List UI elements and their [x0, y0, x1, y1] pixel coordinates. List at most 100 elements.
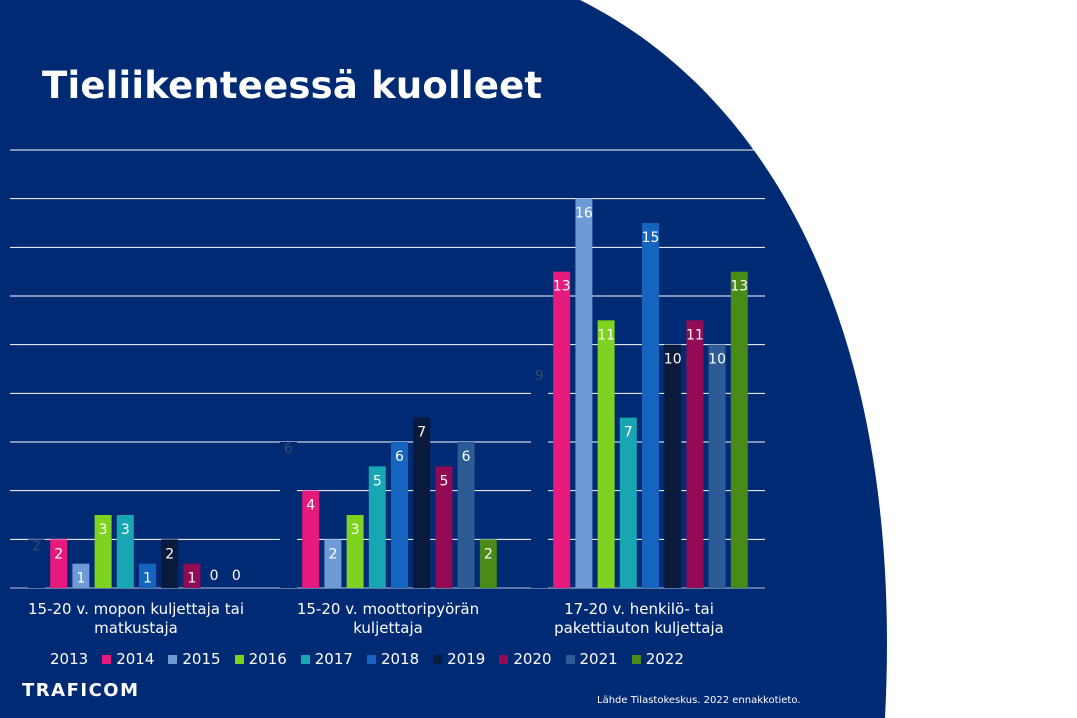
legend-item: 2020 — [499, 650, 552, 668]
bar — [435, 466, 453, 588]
legend-label: 2016 — [248, 650, 287, 668]
bar — [642, 223, 659, 588]
data-label: 7 — [417, 425, 426, 441]
bar — [619, 417, 637, 588]
data-label: 3 — [99, 522, 108, 538]
legend-label: 2015 — [182, 650, 221, 668]
bar — [183, 563, 201, 588]
legend-swatch — [631, 654, 641, 664]
legend-item: 2016 — [234, 650, 287, 668]
bar — [94, 515, 112, 588]
bar — [368, 466, 386, 588]
category-label-line: 15-20 v. moottoripyörän — [296, 600, 480, 618]
legend-swatch — [234, 654, 244, 664]
bar — [575, 198, 593, 588]
legend-item: 2018 — [366, 650, 420, 668]
bar — [730, 271, 748, 588]
data-label: 13 — [553, 279, 571, 295]
category-label-line: kuljettaja — [353, 619, 423, 637]
bar — [302, 490, 320, 588]
bar — [686, 320, 704, 588]
data-label: 2 — [484, 546, 493, 562]
legend-item: 2021 — [565, 650, 618, 668]
traficom-logo: TRAFICOM — [22, 680, 140, 701]
legend-item: 2015 — [168, 650, 221, 668]
legend-label: 2013 — [50, 650, 89, 668]
data-label: 4 — [306, 498, 315, 514]
source-note: Lähde Tilastokeskus. 2022 ennakkotieto. — [597, 695, 801, 706]
legend-swatch — [366, 654, 376, 664]
legend-label: 2017 — [314, 650, 353, 668]
legend-item: 2014 — [102, 650, 154, 668]
category-label-line: 15-20 v. mopon kuljettaja tai — [28, 600, 244, 618]
category-label-line: 17-20 v. henkilö- tai — [564, 600, 714, 618]
bar — [116, 515, 134, 588]
legend-item: 2022 — [631, 650, 684, 668]
legend-label: 2022 — [645, 650, 684, 668]
page-title: Tieliikenteessä kuolleet — [42, 64, 543, 107]
data-label: 6 — [395, 449, 404, 465]
category-label-line: matkustaja — [94, 619, 178, 637]
data-label: 7 — [624, 425, 633, 441]
legend-label: 2014 — [116, 650, 155, 668]
bar — [664, 344, 682, 588]
data-label: 0 — [210, 568, 219, 584]
data-label: 1 — [76, 571, 85, 587]
data-label: 5 — [373, 473, 382, 489]
bar — [346, 515, 364, 588]
bar — [324, 539, 342, 588]
legend-label: 2021 — [579, 650, 618, 668]
data-label: 11 — [686, 327, 704, 343]
bar — [391, 442, 408, 588]
legend-item: 2017 — [300, 650, 353, 668]
data-label: 5 — [439, 473, 448, 489]
legend-label: 2019 — [447, 650, 486, 668]
data-label: 11 — [597, 327, 615, 343]
category-label-line: pakettiauton kuljettaja — [554, 619, 724, 637]
data-label: 9 — [535, 368, 544, 384]
legend-item: 2013 — [50, 650, 88, 668]
legend-swatch — [565, 654, 575, 664]
bar — [161, 539, 179, 588]
bar — [28, 539, 45, 588]
bar — [280, 442, 297, 588]
category-label-motorcycle: 15-20 v. moottoripyörän kuljettaja — [253, 600, 523, 638]
data-label: 2 — [32, 538, 41, 554]
data-label: 3 — [121, 522, 130, 538]
category-label-car: 17-20 v. henkilö- tai pakettiauton kulje… — [504, 600, 774, 638]
data-label: 16 — [575, 206, 593, 222]
data-label: 10 — [664, 352, 682, 368]
data-label: 2 — [165, 546, 174, 562]
legend-swatch — [102, 654, 112, 664]
bar — [553, 271, 571, 588]
bar — [72, 563, 90, 588]
data-label: 1 — [187, 571, 196, 587]
data-label: 3 — [351, 522, 360, 538]
legend-swatch — [300, 654, 310, 664]
bar — [457, 442, 475, 588]
bar — [531, 369, 548, 588]
data-label: 13 — [730, 279, 748, 295]
data-label: 2 — [328, 546, 337, 562]
bar — [479, 539, 497, 588]
bar — [139, 563, 156, 588]
category-label-moped: 15-20 v. mopon kuljettaja tai matkustaja — [1, 600, 271, 638]
legend-swatch — [168, 654, 178, 664]
legend-swatch — [499, 654, 509, 664]
legend-label: 2018 — [380, 650, 420, 668]
data-label: 1 — [143, 571, 152, 587]
bar — [597, 320, 615, 588]
data-label: 6 — [462, 449, 471, 465]
bar — [708, 344, 726, 588]
chart-legend: 2013 2014 2015 2016 2017 2018 2019 2020 2021 2022 — [50, 650, 698, 668]
data-label: 0 — [232, 568, 241, 584]
data-label: 6 — [284, 441, 293, 457]
legend-label: 2020 — [513, 650, 552, 668]
data-label: 10 — [708, 352, 726, 368]
legend-item: 2019 — [433, 650, 485, 668]
data-label: 2 — [54, 546, 63, 562]
bar — [50, 539, 68, 588]
data-label: 15 — [642, 230, 660, 246]
bar — [413, 417, 431, 588]
